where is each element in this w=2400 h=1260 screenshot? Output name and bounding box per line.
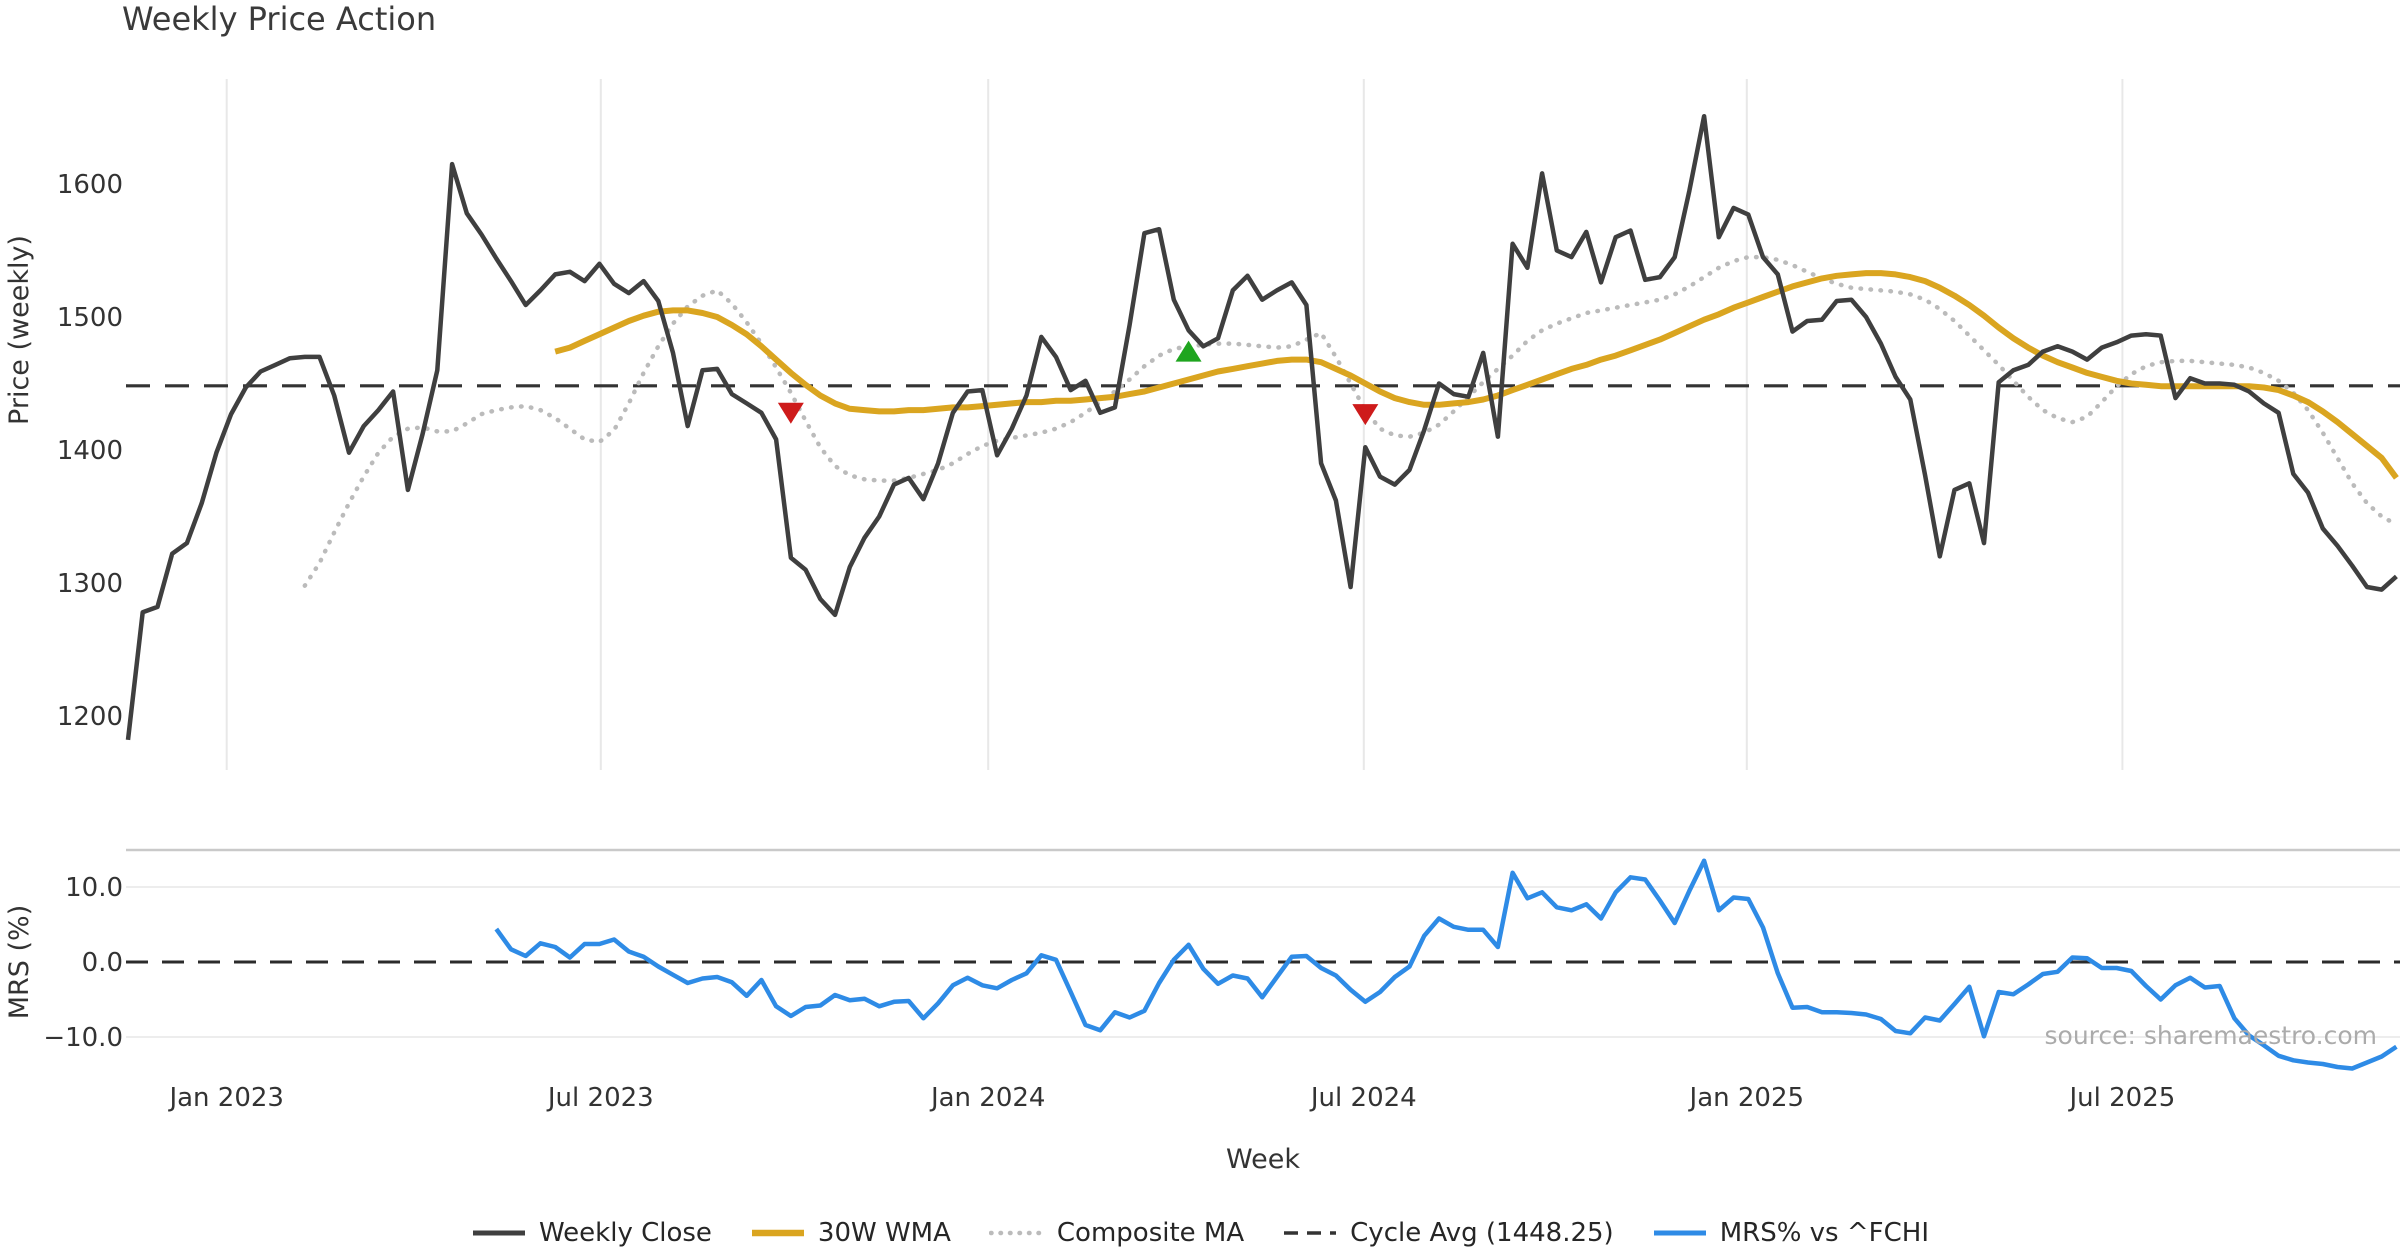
legend-label: MRS% vs ^FCHI — [1719, 1218, 1929, 1248]
composite-ma-line — [302, 254, 2399, 588]
x-tick-label: Jan 2025 — [1688, 1083, 1805, 1113]
mrs-tick-label: 10.0 — [65, 873, 123, 903]
legend-swatch-cycle-avg-1448-25 — [1284, 1231, 1337, 1235]
x-tick-label: Jan 2023 — [167, 1083, 284, 1113]
price-tick-label: 1200 — [57, 702, 123, 732]
x-tick-label: Jul 2023 — [546, 1083, 654, 1113]
x-tick-label: Jul 2025 — [2067, 1083, 2175, 1113]
legend-label: 30W WMA — [817, 1218, 951, 1248]
legend-item-weekly-close: Weekly Close — [471, 1218, 712, 1248]
legend-swatch-composite-ma — [988, 1230, 1045, 1236]
mrs-axis-label: MRS (%) — [4, 905, 35, 1020]
legend-swatch-30w-wma — [751, 1229, 804, 1237]
price-tick-label: 1300 — [57, 569, 123, 599]
sell-signal-marker — [1352, 404, 1379, 426]
wma-30w-line — [554, 270, 2399, 480]
legend-item-30w-wma: 30W WMA — [750, 1218, 951, 1248]
mrs-line — [494, 858, 2398, 1071]
sell-signal-marker — [777, 402, 804, 424]
legend-item-composite-ma: Composite MA — [988, 1218, 1245, 1248]
price-tick-label: 1500 — [57, 303, 123, 333]
legend-item-cycle-avg-1448-25: Cycle Avg (1448.25) — [1282, 1218, 1614, 1248]
price-axis-label: Price (weekly) — [4, 235, 35, 425]
chart-legend: Weekly Close 30W WMA Composite MA Cycle Avg… — [0, 1218, 2400, 1248]
legend-label: Cycle Avg (1448.25) — [1350, 1218, 1614, 1248]
legend-swatch-mrs-vs-fchi — [1653, 1230, 1706, 1236]
chart-layers: Jan 2023 Jul 2023 Jan 2024 Jul 2024 Jan 2025… — [43, 79, 2400, 1113]
legend-item-mrs-vs-fchi: MRS% vs ^FCHI — [1652, 1218, 1929, 1248]
price-tick-label: 1600 — [57, 170, 123, 200]
mrs-tick-label: −10.0 — [43, 1023, 123, 1053]
price-tick-label: 1400 — [57, 436, 123, 466]
mrs-tick-label: 0.0 — [82, 948, 123, 978]
source-watermark: source: sharemaestro.com — [2045, 1021, 2378, 1050]
legend-label: Weekly Close — [538, 1218, 712, 1248]
week-axis-label: Week — [1226, 1144, 1300, 1175]
x-tick-label: Jan 2024 — [929, 1083, 1046, 1113]
legend-label: Composite MA — [1056, 1218, 1245, 1248]
legend-swatch-weekly-close — [472, 1230, 525, 1236]
weekly-close-line — [125, 113, 2398, 741]
buy-signal-marker — [1175, 340, 1202, 362]
chart-title: Weekly Price Action — [122, 0, 436, 38]
x-tick-label: Jul 2024 — [1309, 1083, 1417, 1113]
